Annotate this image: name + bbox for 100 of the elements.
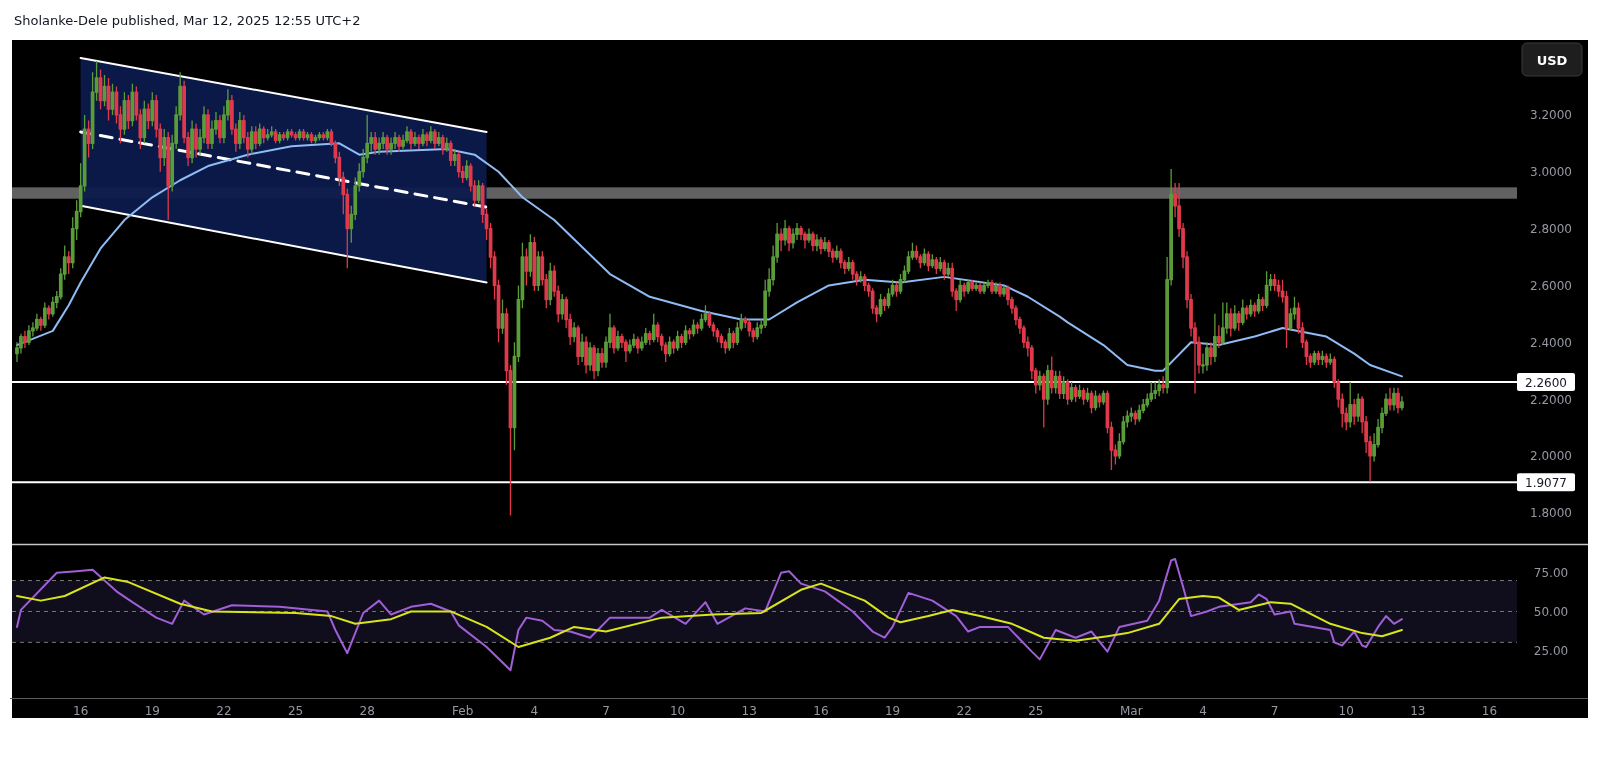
candlestick — [377, 136, 381, 156]
candlestick — [1061, 375, 1066, 400]
candlestick — [819, 236, 823, 255]
candlestick — [580, 333, 584, 363]
candlestick — [651, 313, 656, 343]
annotation: USD — [1536, 52, 1568, 68]
x-tick-label: 10 — [1338, 704, 1354, 718]
candlestick — [42, 301, 47, 329]
candlestick — [1053, 370, 1058, 395]
candlestick — [532, 236, 537, 292]
candlestick — [1392, 387, 1396, 412]
y-tick-label: 75.00 — [1533, 566, 1569, 581]
candlestick — [572, 321, 576, 343]
candlestick — [755, 321, 760, 341]
candlestick — [779, 227, 783, 252]
candlestick — [803, 230, 807, 250]
x-tick-label: 22 — [216, 704, 232, 718]
candlestick — [695, 321, 700, 335]
candlestick — [206, 108, 210, 150]
candlestick — [1244, 304, 1249, 321]
candlestick — [1328, 352, 1333, 366]
candlestick — [596, 347, 600, 377]
y-tick-label: 2.4000 — [1530, 335, 1572, 350]
candlestick — [942, 259, 947, 281]
candlestick — [667, 335, 672, 358]
candlestick — [66, 250, 71, 275]
candlestick — [190, 119, 194, 164]
x-tick-label: 4 — [1199, 704, 1207, 718]
x-tick-label: 7 — [1270, 704, 1279, 718]
candlestick — [934, 256, 939, 275]
line-series — [15, 576, 1403, 648]
x-tick-label: 28 — [359, 704, 375, 718]
x-tick-label: 16 — [813, 704, 829, 718]
candlestick — [440, 134, 445, 156]
x-tick-label: 22 — [956, 704, 972, 718]
candlestick — [938, 256, 943, 272]
candlestick — [1400, 395, 1404, 412]
candlestick — [146, 102, 151, 130]
candlestick — [958, 279, 963, 304]
candlestick — [269, 125, 274, 139]
candlestick — [397, 134, 401, 153]
candlestick — [978, 281, 982, 295]
candlestick — [807, 227, 811, 244]
candlestick — [1352, 398, 1357, 426]
x-tick-label: 25 — [1028, 704, 1044, 718]
candlestick — [846, 256, 851, 272]
candlestick — [1153, 381, 1158, 400]
candlestick — [970, 279, 974, 292]
candlestick — [612, 324, 616, 355]
candlestick — [1129, 406, 1134, 423]
x-tick-label: Mar — [1120, 704, 1143, 718]
candlestick — [1228, 307, 1233, 338]
candlestick — [584, 335, 588, 375]
candlestick — [930, 253, 935, 269]
x-tick-label: 7 — [602, 704, 610, 718]
x-tick-label: 19 — [144, 704, 160, 718]
candlestick — [1248, 298, 1253, 318]
candlestick — [1396, 387, 1400, 414]
candlestick — [731, 330, 736, 349]
candlestick — [1133, 409, 1138, 426]
candlestick — [142, 100, 147, 144]
candlestick — [1240, 298, 1245, 326]
y-tick-label: 3.0000 — [1530, 165, 1572, 180]
candlestick — [373, 131, 378, 156]
x-tick-label: 13 — [741, 704, 757, 718]
candlestick — [1157, 378, 1162, 397]
candlestick — [194, 122, 198, 159]
candlestick — [385, 134, 389, 156]
candlestick — [166, 131, 171, 221]
candlestick — [1356, 392, 1361, 423]
candlestick — [791, 227, 795, 250]
text: Sholanke-Dele published, Mar 12, 2025 12:55 UTC+2 — [14, 13, 361, 28]
candlestick — [962, 281, 967, 298]
candlestick — [1045, 364, 1050, 406]
candlestick — [1209, 341, 1213, 366]
candlestick — [974, 281, 978, 292]
candlestick — [1236, 310, 1241, 332]
candlestick — [409, 128, 413, 150]
candlestick — [548, 262, 553, 306]
candlestick — [787, 225, 791, 252]
candlestick — [823, 236, 827, 252]
candlestick — [218, 114, 222, 144]
y-tick-label: 2.2000 — [1530, 392, 1572, 407]
x-tick-label: 19 — [884, 704, 901, 718]
candlestick — [635, 335, 640, 355]
candlestick — [815, 233, 819, 252]
candlestick — [783, 219, 787, 247]
candlestick — [464, 159, 469, 181]
candlestick — [560, 293, 565, 321]
candlestick — [1260, 296, 1265, 312]
candlestick — [1256, 293, 1261, 315]
candlestick — [1252, 301, 1257, 318]
candlestick — [1217, 324, 1221, 349]
candlestick — [27, 324, 31, 346]
candlestick — [926, 250, 931, 272]
candlestick — [628, 338, 632, 355]
candlestick — [448, 139, 453, 167]
candlestick — [436, 131, 441, 147]
candlestick — [237, 111, 242, 150]
candlestick — [1002, 284, 1006, 298]
